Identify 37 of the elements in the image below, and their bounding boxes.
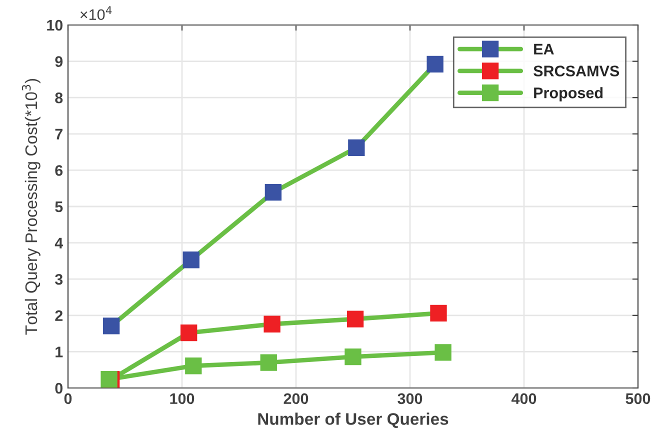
y-tick-label: 2 xyxy=(55,310,63,321)
point xyxy=(430,304,447,322)
y-tick-label: 5 xyxy=(55,202,63,212)
x-tick-label: 200 xyxy=(284,393,308,404)
point xyxy=(434,344,452,361)
x-tick-label: 500 xyxy=(626,393,650,404)
text: ×10$^{4}$ xyxy=(80,6,112,20)
point xyxy=(344,348,362,366)
point xyxy=(100,370,118,388)
point xyxy=(264,184,282,201)
y-tick-label: 1 xyxy=(56,346,63,358)
point xyxy=(185,358,202,374)
y-axis-title: Total Query Processing Cost(*10$^{3}$) xyxy=(22,78,40,335)
x-axis-title: Number of User Queries xyxy=(258,412,448,428)
legend-label: Proposed xyxy=(534,87,603,102)
x-tick-label: 100 xyxy=(170,393,194,404)
legend-label: EA xyxy=(534,44,554,54)
point xyxy=(102,318,120,334)
legend-label: SRCSAMVS xyxy=(534,66,620,76)
y-tick-label: 0 xyxy=(55,382,63,394)
x-tick-label: 0 xyxy=(64,393,72,404)
point xyxy=(180,324,198,342)
point xyxy=(260,354,277,371)
y-tick-label: 9 xyxy=(55,56,63,67)
y-tick-label: 10 xyxy=(47,20,63,31)
point xyxy=(346,310,364,328)
x-tick-label: 300 xyxy=(398,393,422,404)
y-tick-label: 7 xyxy=(55,128,62,140)
x-tick-label: 400 xyxy=(511,393,536,404)
y-tick-label: 4 xyxy=(54,238,64,248)
point xyxy=(426,56,444,73)
point xyxy=(264,316,280,332)
point xyxy=(182,252,200,268)
y-tick-label: 3 xyxy=(54,274,63,285)
y-tick-label: 6 xyxy=(55,165,63,176)
y-tick-label: 8 xyxy=(55,92,63,104)
point xyxy=(348,139,365,156)
